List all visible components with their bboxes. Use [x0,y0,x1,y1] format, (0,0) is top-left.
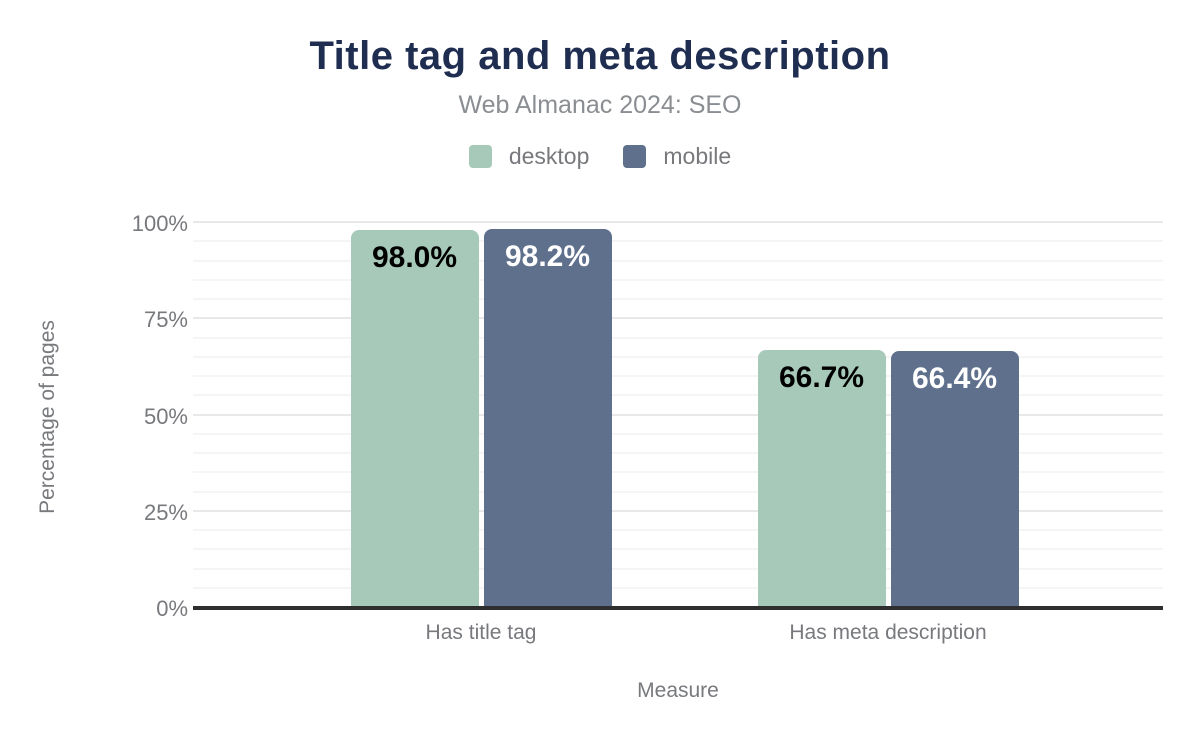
gridline-minor [193,586,1163,589]
y-tick-label: 25% [143,499,188,525]
y-tick-label: 0% [156,596,188,621]
legend-swatch-mobile [623,145,647,168]
gridline-minor [193,240,1163,243]
legend-swatch-desktop [468,145,492,168]
bar-value-label: 66.4% [911,362,998,396]
y-axis-title: Percentage of pages [36,320,59,514]
gridline-minor [193,452,1163,454]
bar-value-label: 98.2% [504,239,591,273]
gridline-minor [193,567,1163,570]
legend-label-mobile: mobile [663,143,732,169]
gridline-minor [193,490,1163,493]
bar-mobile-1[interactable]: 66.4% [890,351,1019,607]
bar-desktop-1[interactable]: 66.7% [757,350,886,607]
x-category-label: Has title tag [425,621,537,644]
y-tick-label: 50% [143,403,188,429]
bar-value-label: 98.0% [371,240,458,274]
legend: desktop mobile [0,143,1200,170]
bar-mobile-0[interactable]: 98.2% [483,228,612,607]
gridline-minor [193,394,1163,397]
gridline-minor [193,375,1163,377]
x-category-label: Has meta description [789,621,987,644]
x-axis-line [193,606,1163,610]
legend-label-desktop: desktop [508,143,590,169]
gridline-minor [193,336,1163,339]
gridline-major [193,509,1163,512]
y-tick-label: 75% [143,307,188,333]
y-tick-label: 100% [131,211,188,236]
chart-subtitle: Web Almanac 2024: SEO [458,91,742,119]
chart-title: Title tag and meta description [309,34,891,78]
gridline-minor [193,432,1163,435]
gridline-minor [193,529,1163,531]
bar-desktop-0[interactable]: 98.0% [350,229,479,607]
legend-item-mobile[interactable]: mobile [623,143,731,170]
gridline-minor [193,298,1163,300]
gridline-major [193,221,1163,223]
bar-value-label: 66.7% [778,361,865,395]
gridline-minor [193,259,1163,262]
gridline-minor [193,355,1163,358]
gridline-minor [193,471,1163,474]
gridline-minor [193,278,1163,281]
x-axis-title: Measure [637,679,719,702]
gridline-minor [193,548,1163,551]
legend-item-desktop[interactable]: desktop [468,143,590,170]
gridline-major [193,317,1163,320]
gridline-major [193,413,1163,416]
plot-area: 98.0% 98.2% 66.7% 66.4% [193,221,1163,607]
